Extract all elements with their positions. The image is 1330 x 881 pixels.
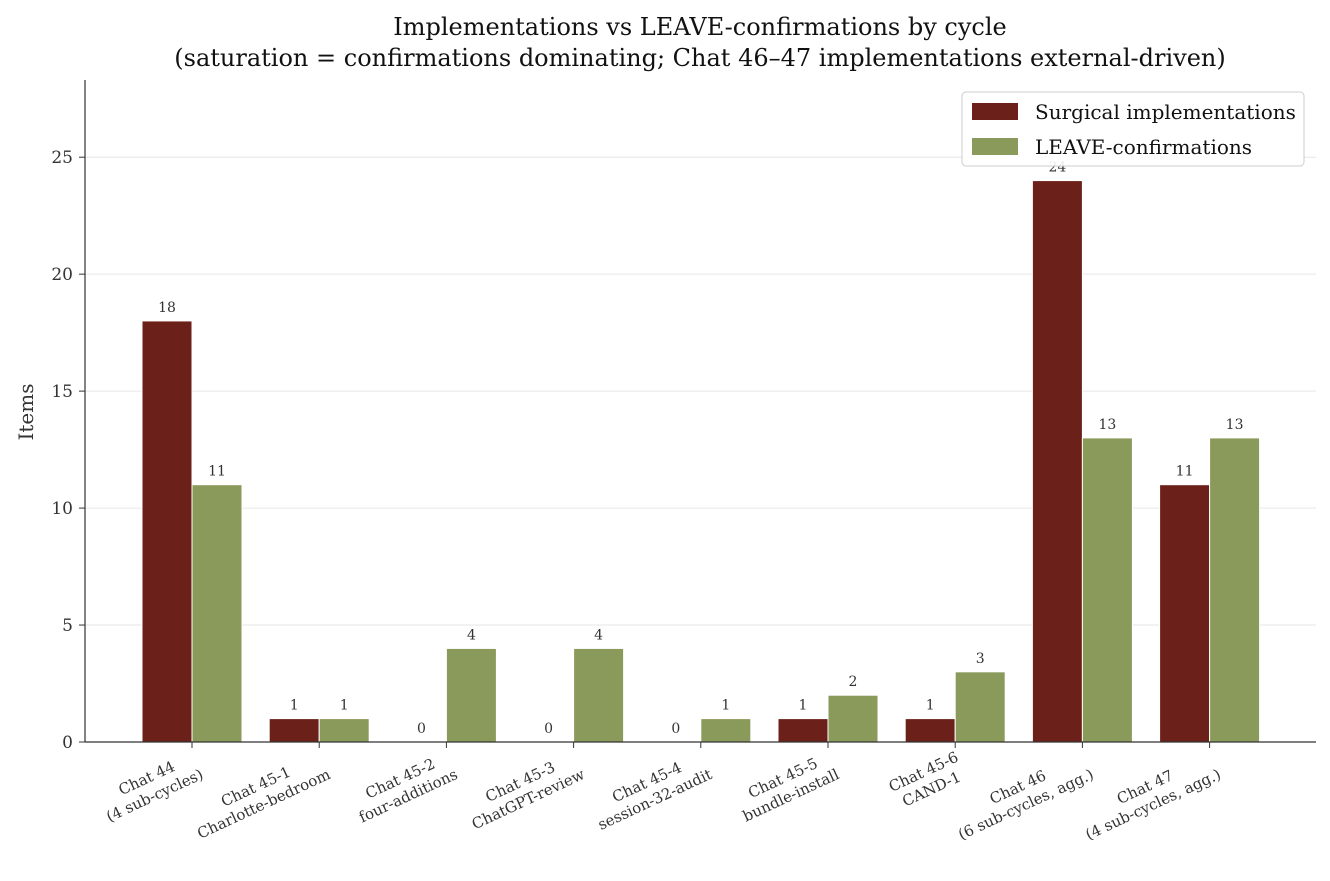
bar-leave-confirmations [1209, 437, 1261, 743]
data-label: 13 [1226, 417, 1244, 433]
x-tick-label: Chat 44(4 sub-cycles) [95, 748, 206, 826]
data-label: 11 [208, 464, 226, 480]
data-label: 18 [158, 300, 176, 316]
y-tick-label: 0 [62, 733, 73, 753]
bar-surgical-implementations [1159, 484, 1211, 743]
data-label: 0 [671, 721, 680, 737]
bar-leave-confirmations [191, 484, 243, 743]
data-label: 1 [721, 698, 730, 714]
legend: Surgical implementations LEAVE-confirmati… [961, 91, 1305, 167]
y-tick-label: 15 [51, 382, 73, 402]
x-tick-label: Chat 47(4 sub-cycles, agg.) [1075, 748, 1224, 844]
data-label: 1 [799, 698, 808, 714]
data-label: 3 [976, 651, 985, 667]
legend-label: LEAVE-confirmations [1035, 135, 1252, 159]
bar-leave-confirmations [827, 694, 879, 743]
bar-leave-confirmations [1081, 437, 1133, 743]
bar-surgical-implementations [141, 320, 193, 743]
y-axis-label: Items [14, 383, 38, 440]
x-tick-label: Chat 45-4session-32-audit [587, 748, 715, 834]
x-tick-label: Chat 46(6 sub-cycles, agg.) [947, 748, 1096, 844]
y-tick-label: 5 [62, 616, 73, 636]
data-label: 1 [926, 698, 935, 714]
y-tick-label: 20 [51, 265, 73, 285]
data-label: 11 [1176, 464, 1194, 480]
legend-label: Surgical implementations [1035, 100, 1296, 124]
chart-title: Implementations vs LEAVE-confirmations b… [393, 13, 1006, 41]
data-label: 0 [544, 721, 553, 737]
data-label: 4 [467, 627, 476, 643]
x-tick-label: Chat 45-1Charlotte-bedroom [186, 748, 333, 843]
data-label: 13 [1098, 417, 1116, 433]
x-tick-label: Chat 45-3ChatGPT-review [461, 748, 588, 833]
data-label: 0 [417, 721, 426, 737]
x-tick-label: Chat 45-6CAND-1 [886, 748, 969, 813]
bar-leave-confirmations [700, 718, 752, 743]
bar-leave-confirmations [573, 647, 625, 743]
legend-swatch [972, 138, 1018, 155]
bar-surgical-implementations [904, 718, 956, 743]
bar-surgical-implementations [268, 718, 320, 743]
y-tick-label: 25 [51, 148, 73, 168]
y-tick-label: 10 [51, 499, 73, 519]
bar-surgical-implementations [1031, 180, 1083, 743]
bar-surgical-implementations [777, 718, 829, 743]
x-tick-label: Chat 45-2four-additions [348, 748, 460, 827]
data-label: 2 [849, 674, 858, 690]
data-label: 4 [594, 627, 603, 643]
chart-subtitle: (saturation = confirmations dominating; … [174, 44, 1225, 72]
bar-leave-confirmations [445, 647, 497, 743]
data-label: 1 [290, 698, 299, 714]
bars [141, 180, 1261, 743]
x-tick-label: Chat 45-5bundle-install [732, 748, 842, 826]
legend-swatch [972, 103, 1018, 120]
bar-leave-confirmations [954, 671, 1006, 743]
bar-leave-confirmations [318, 718, 370, 743]
data-label: 1 [340, 698, 349, 714]
legend-box [961, 91, 1305, 167]
